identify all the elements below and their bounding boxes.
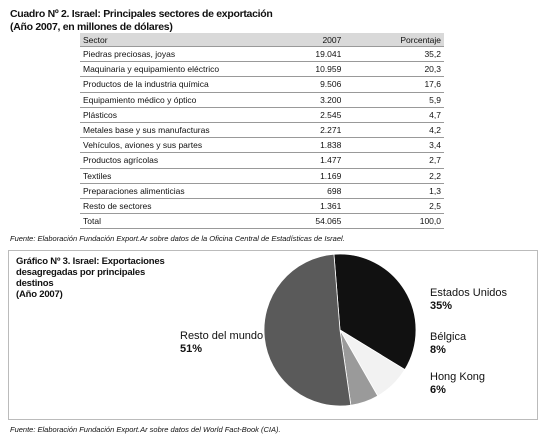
table-cell: Plásticos: [80, 106, 276, 123]
table-cell: 2,5: [344, 197, 444, 214]
table-cell: Vehículos, aviones y sus partes: [80, 137, 276, 153]
table: Sector 2007 Porcentaje Piedras preciosas, j…: [80, 33, 444, 230]
table-row: Preparaciones alimenticias 698 1,3: [80, 182, 444, 199]
data-label: 35%: [430, 300, 452, 312]
table-cell: 698: [276, 182, 345, 199]
title: Cuadro Nº 2. Israel: Principales sectore…: [10, 8, 273, 20]
legend-label: Resto del mundo: [180, 330, 263, 342]
table-cell: 4,7: [344, 106, 444, 123]
subtitle: (Año 2007, en millones de dólares): [10, 21, 173, 33]
table-row: Vehículos, aviones y sus partes 1.838 3,4: [80, 137, 444, 153]
column-header: 2007: [276, 33, 345, 47]
source: Fuente: Elaboración Fundación Export.Ar …: [10, 234, 345, 243]
chart-title-text: Gráfico Nº 3. Israel: Exportaciones desa…: [16, 256, 165, 289]
table-cell: Metales base y sus manufacturas: [80, 121, 276, 138]
table-row: Equipamiento médico y óptico 3.200 5,9: [80, 91, 444, 108]
chart-subtitle: (Año 2007): [16, 289, 63, 300]
data-label: 6%: [430, 384, 446, 396]
table-cell: 1.838: [276, 137, 345, 153]
column-header: Porcentaje: [344, 33, 444, 47]
table-cell: 5,9: [344, 91, 444, 108]
pie-slice: [333, 253, 417, 371]
table-row: Resto de sectores 1.361 2,5: [80, 197, 444, 214]
table-row: Productos agrícolas 1.477 2,7: [80, 152, 444, 168]
table-cell: 1.169: [276, 167, 345, 184]
table-cell: 3.200: [276, 91, 345, 108]
table-header: Sector 2007 Porcentaje: [80, 33, 444, 47]
legend-label: Bélgica: [430, 331, 467, 343]
table-cell: 1.361: [276, 197, 345, 214]
table-cell: 2,7: [344, 152, 444, 168]
table-cell: Total: [80, 213, 276, 230]
table-cell: 3,4: [344, 137, 444, 153]
table-cell: Productos de la industria química: [80, 76, 276, 93]
table-cell: 2.545: [276, 106, 345, 123]
data-label: 51%: [180, 343, 202, 355]
table-cell: 19.041: [276, 45, 345, 62]
table-cell: 2.271: [276, 121, 345, 138]
table-row: Plásticos 2.545 4,7: [80, 106, 444, 123]
table-cell: 54.065: [276, 213, 345, 230]
chart-box: [8, 250, 538, 420]
table-cell: 20,3: [344, 61, 444, 77]
table-cell: Textiles: [80, 167, 276, 184]
table-cell: 17,6: [344, 76, 444, 93]
table-cell: 4,2: [344, 121, 444, 138]
table-cell: 1,3: [344, 182, 444, 199]
table-cell: Maquinaria y equipamiento eléctrico: [80, 61, 276, 77]
source: Fuente: Elaboración Fundación Export.Ar …: [10, 425, 281, 434]
table-row: Total 54.065 100,0: [80, 213, 444, 230]
data-label: 8%: [430, 344, 446, 356]
table-cell: Resto de sectores: [80, 197, 276, 214]
table-cell: Preparaciones alimenticias: [80, 182, 276, 199]
table-cell: Piedras preciosas, joyas: [80, 45, 276, 62]
table-row: Piedras preciosas, joyas 19.041 35,2: [80, 45, 444, 62]
table-cell: 10.959: [276, 61, 345, 77]
table-row: Maquinaria y equipamiento eléctrico 10.95…: [80, 61, 444, 77]
table-row: Textiles 1.169 2,2: [80, 167, 444, 184]
chart-title: Gráfico Nº 3. Israel: Exportaciones desa…: [16, 256, 176, 300]
table-row: Metales base y sus manufacturas 2.271 4,2: [80, 121, 444, 138]
column-header: Sector: [80, 33, 276, 47]
table-cell: 35,2: [344, 45, 444, 62]
table-row: Productos de la industria química 9.506 17…: [80, 76, 444, 93]
table-cell: 1.477: [276, 152, 345, 168]
table-cell: Equipamiento médico y óptico: [80, 91, 276, 108]
pie-slice: [263, 253, 352, 407]
table-cell: 100,0: [344, 213, 444, 230]
legend-label: Estados Unidos: [430, 287, 508, 299]
table-cell: Productos agrícolas: [80, 152, 276, 168]
table-cell: 9.506: [276, 76, 345, 93]
legend-label: Hong Kong: [430, 371, 485, 383]
table-cell: 2,2: [344, 167, 444, 184]
